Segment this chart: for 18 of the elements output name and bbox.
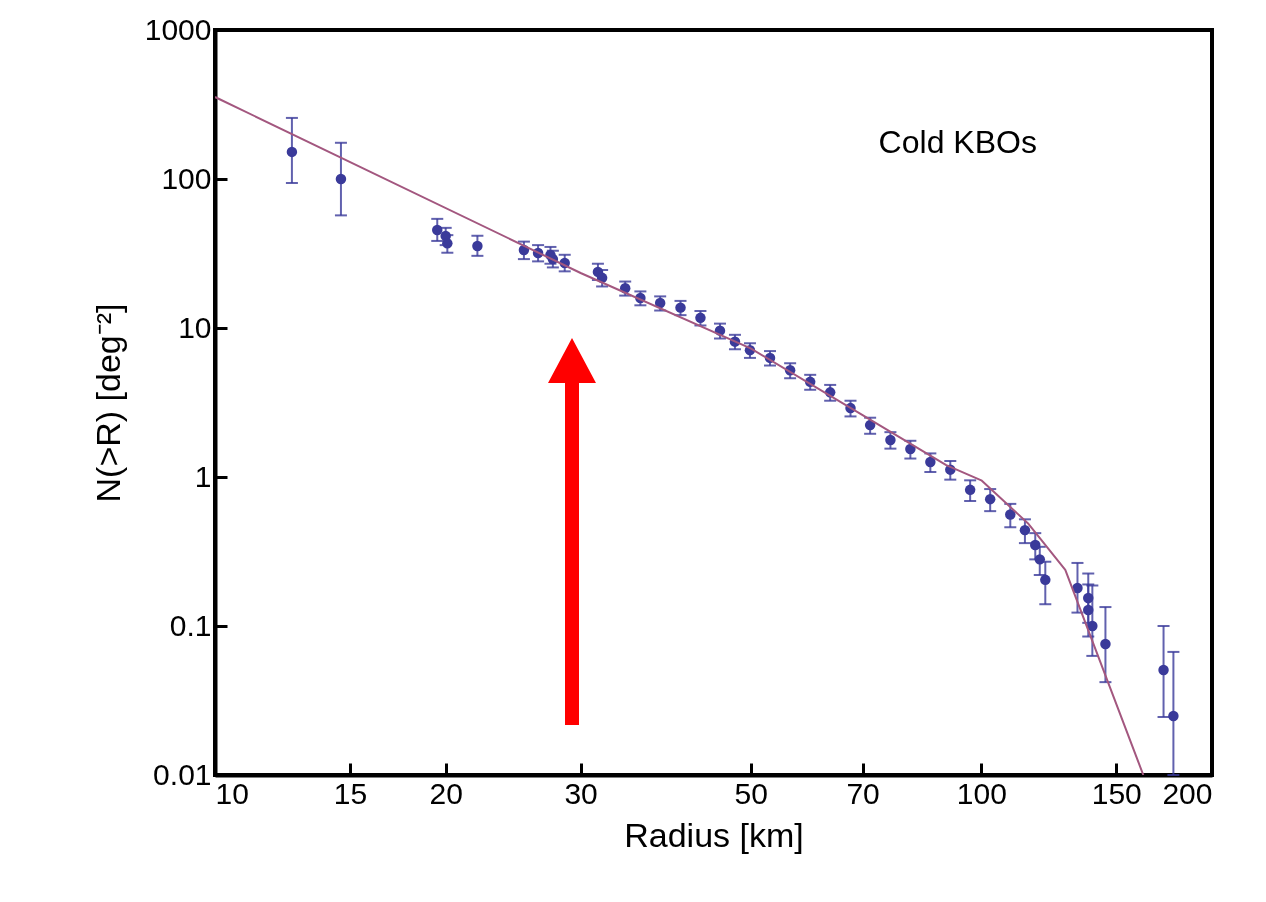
x-tick-label: 10 [215, 776, 249, 810]
x-tick-label: 30 [564, 776, 598, 810]
x-tick-label: 20 [429, 776, 463, 810]
x-tick-label: 15 [333, 776, 368, 810]
annotation: Cold KBOs [878, 124, 1037, 160]
x-tick-label: 70 [846, 776, 880, 810]
x-tick-label: 50 [734, 776, 768, 810]
y-tick-label: 0.1 [169, 608, 212, 642]
y-tick-label: 0.01 [153, 757, 212, 791]
x-tick-label: 150 [1091, 776, 1142, 810]
x-axis-title: Radius [km] [624, 815, 804, 854]
y-tick-label: 100 [161, 161, 212, 195]
y-tick-label: 1 [194, 459, 212, 493]
x-tick-label: 100 [956, 776, 1007, 810]
y-axis-title: N(>R) [deg⁻²] [88, 303, 127, 503]
y-tick-label: 10 [178, 310, 212, 344]
y-tick-label: 1000 [144, 12, 212, 46]
x-tick-label: 200 [1162, 776, 1213, 810]
